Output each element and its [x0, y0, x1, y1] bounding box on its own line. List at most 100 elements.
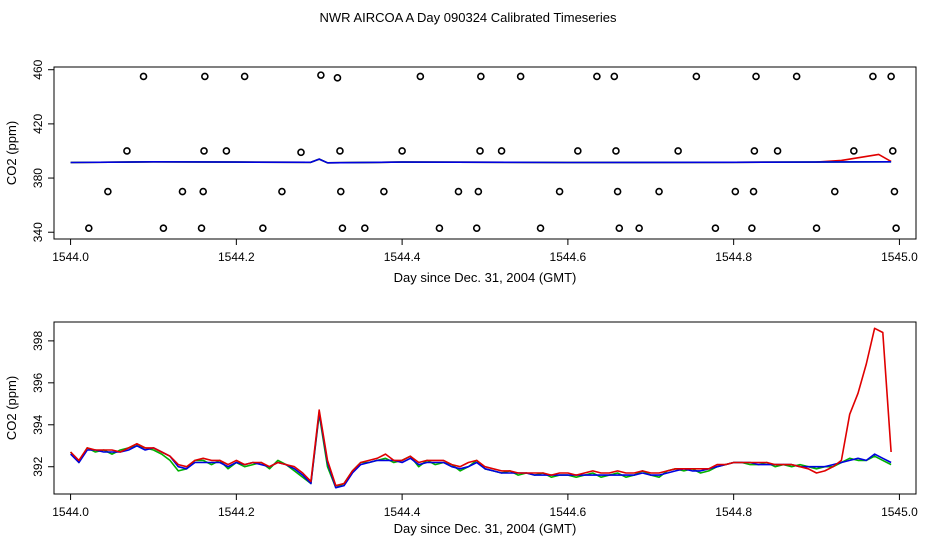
top-panel-xlabel: Day since Dec. 31, 2004 (GMT): [394, 270, 577, 285]
data-point: [750, 147, 759, 155]
data-point: [123, 147, 131, 155]
data-point: [159, 224, 168, 232]
data-point: [850, 147, 858, 155]
data-point: [792, 72, 801, 81]
data-point: [613, 187, 622, 196]
series-line-red: [70, 327, 892, 487]
x-tick-label: 1545.0: [881, 250, 918, 264]
x-tick-label: 1544.6: [550, 250, 587, 264]
data-point: [612, 147, 620, 155]
bottom-panel-y-axis: 392 394 396 398: [31, 331, 54, 477]
y-tick-label: 340: [31, 222, 45, 242]
data-point: [297, 148, 305, 157]
top-panel-marks: [70, 71, 900, 232]
data-point: [222, 147, 231, 155]
data-point: [476, 147, 484, 155]
data-point: [888, 147, 897, 155]
y-tick-label: 420: [31, 114, 45, 134]
data-point: [85, 224, 93, 232]
data-point: [398, 147, 406, 155]
y-tick-label: 394: [31, 414, 45, 434]
data-point: [615, 224, 624, 232]
bottom-panel-ylabel: CO2 (ppm): [4, 376, 19, 440]
bottom-panel: 1544.0 1544.2 1544.4 1544.6 1544.8 1545.0 392…: [4, 321, 918, 536]
data-point: [380, 187, 388, 196]
figure-title: NWR AIRCOA A Day 090324 Calibrated Times…: [320, 10, 617, 25]
bottom-panel-frame: [53, 321, 917, 495]
data-point: [336, 147, 344, 155]
data-point: [711, 224, 720, 232]
data-point: [536, 224, 545, 232]
y-tick-label: 396: [31, 372, 45, 392]
y-tick-label: 398: [31, 331, 45, 351]
data-point: [338, 224, 347, 232]
data-point: [197, 224, 206, 232]
data-point: [610, 72, 619, 81]
bottom-panel-x-axis: 1544.0 1544.2 1544.4 1544.6 1544.8 1545.0: [52, 494, 918, 519]
data-point: [692, 72, 701, 81]
data-point: [887, 72, 895, 81]
bottom-panel-marks: [69, 327, 892, 489]
data-point: [416, 72, 425, 81]
data-point: [892, 224, 900, 232]
series-line-green: [69, 413, 892, 489]
data-point: [655, 187, 663, 196]
data-point: [635, 224, 643, 232]
data-point: [574, 147, 582, 155]
data-point: [361, 224, 369, 232]
data-point: [317, 71, 325, 79]
x-tick-label: 1544.0: [52, 505, 89, 519]
data-point: [731, 187, 740, 196]
data-point: [749, 187, 758, 196]
data-point: [278, 187, 286, 196]
data-point: [472, 224, 481, 232]
x-tick-label: 1544.6: [550, 505, 587, 519]
data-point: [748, 224, 756, 232]
data-point: [830, 187, 839, 196]
data-point: [259, 224, 267, 232]
series-line-blue: [70, 411, 892, 489]
data-point: [674, 147, 682, 155]
data-point: [555, 187, 564, 196]
data-point: [812, 224, 821, 232]
data-point: [497, 147, 506, 155]
x-tick-label: 1544.2: [218, 505, 255, 519]
x-tick-label: 1544.4: [384, 505, 421, 519]
data-point: [336, 187, 345, 196]
data-point: [200, 147, 208, 155]
data-point: [178, 187, 187, 196]
x-tick-label: 1544.4: [384, 250, 421, 264]
x-tick-label: 1544.0: [52, 250, 89, 264]
bottom-panel-xlabel: Day since Dec. 31, 2004 (GMT): [394, 521, 577, 536]
top-panel-ylabel: CO2 (ppm): [4, 121, 19, 185]
top-panel-frame: [53, 66, 917, 240]
data-point: [516, 72, 525, 81]
data-point: [199, 187, 207, 196]
top-panel-x-axis: 1544.0 1544.2 1544.4 1544.6 1544.8 1545.0: [52, 239, 918, 264]
top-panel-y-axis: 340 380 420 460: [31, 59, 54, 242]
data-point: [435, 224, 444, 232]
y-tick-label: 392: [31, 456, 45, 476]
data-point: [477, 72, 485, 81]
data-point: [240, 72, 249, 81]
data-point: [333, 74, 342, 82]
data-point: [890, 187, 899, 196]
y-tick-label: 380: [31, 168, 45, 188]
x-tick-label: 1544.8: [715, 250, 752, 264]
series-line-blue: [70, 158, 892, 164]
x-tick-label: 1545.0: [881, 505, 918, 519]
data-point: [773, 147, 782, 155]
data-point: [139, 72, 148, 81]
data-point: [474, 187, 483, 196]
top-panel: 1544.0 1544.2 1544.4 1544.6 1544.8 1545.0 340…: [4, 59, 918, 285]
data-point: [201, 72, 209, 81]
data-point: [869, 72, 877, 81]
data-point: [104, 187, 112, 196]
y-tick-label: 460: [31, 59, 45, 79]
data-point: [454, 187, 463, 196]
x-tick-label: 1544.8: [715, 505, 752, 519]
data-point: [593, 72, 601, 81]
x-tick-label: 1544.2: [218, 250, 255, 264]
data-point: [752, 72, 760, 81]
